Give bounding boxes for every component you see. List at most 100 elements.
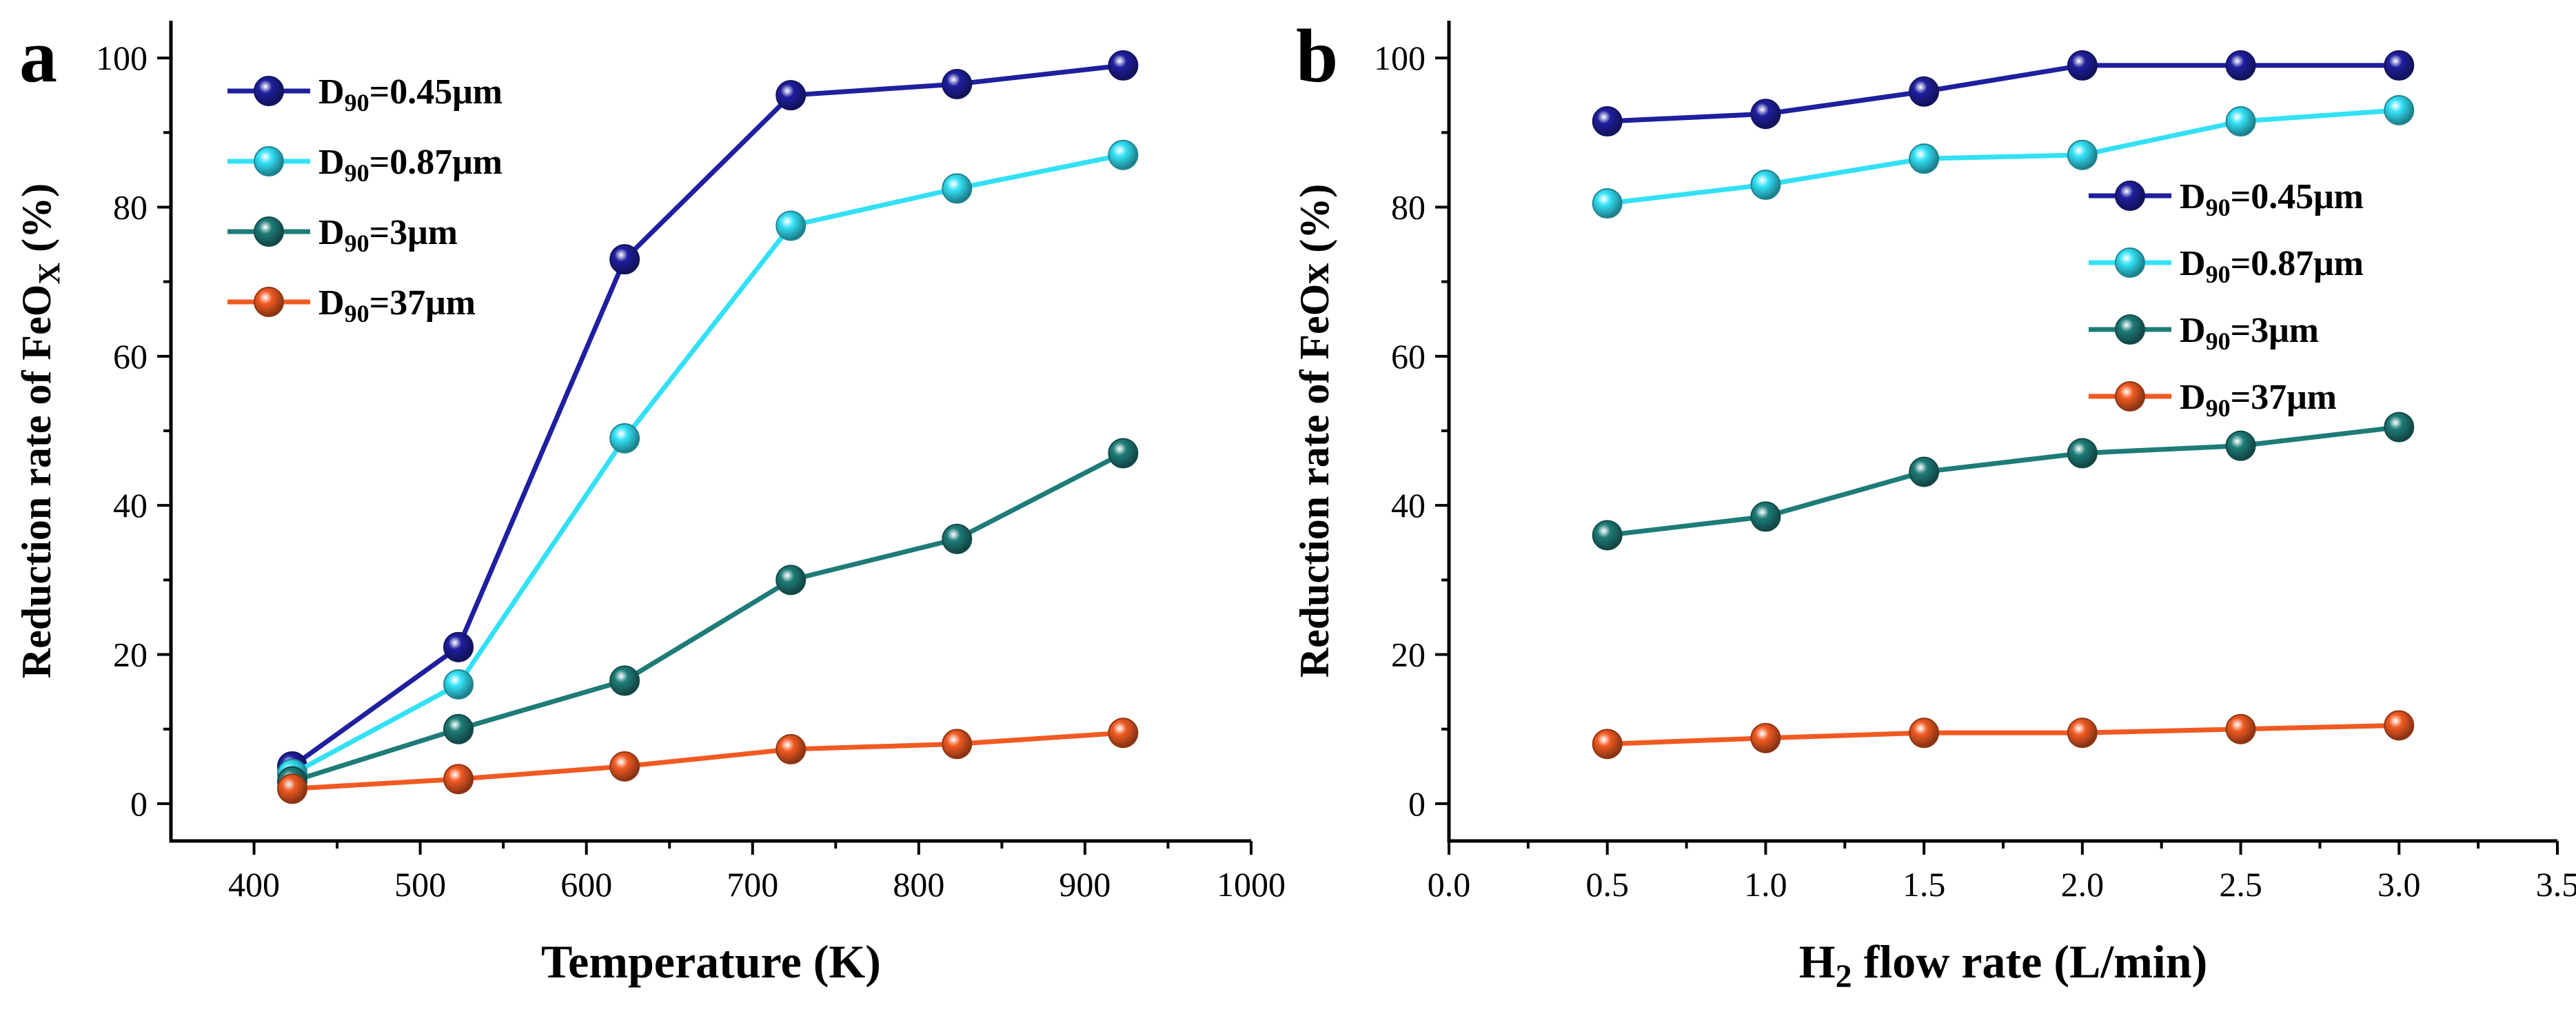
y-tick-label: 60 xyxy=(113,337,148,376)
series-2 xyxy=(1592,412,2415,551)
series-line xyxy=(1607,63,2400,124)
data-point xyxy=(1592,729,1623,760)
legend-marker xyxy=(2115,247,2145,278)
data-point xyxy=(1108,50,1139,81)
x-tick-label: 900 xyxy=(1059,865,1110,904)
legend-label: D90=3μm xyxy=(2180,311,2319,355)
legend: D90=0.45μm D90=0.87μm D90=3μm D90=37μm xyxy=(2089,177,2364,422)
series-1 xyxy=(1592,94,2415,219)
data-point xyxy=(1108,139,1139,170)
x-tick-label: 1.5 xyxy=(1903,865,1946,904)
series-line xyxy=(1607,108,2400,206)
data-point xyxy=(1108,718,1139,749)
data-point xyxy=(609,244,640,275)
y-tick-label: 0 xyxy=(130,784,148,823)
data-point xyxy=(2067,718,2098,749)
series-0 xyxy=(1592,50,2415,137)
data-point xyxy=(942,68,973,99)
legend-label: D90=0.45μm xyxy=(2180,177,2364,221)
axes xyxy=(169,21,1251,843)
data-point xyxy=(775,565,807,596)
data-point xyxy=(2225,713,2256,744)
y-tick-label: 100 xyxy=(96,39,148,77)
x-axis-title: H2 flow rate (L/min) xyxy=(1799,935,2207,995)
data-point xyxy=(775,733,807,764)
y-tick-label: 20 xyxy=(1391,636,1426,674)
x-tick-label: 700 xyxy=(727,865,778,904)
data-point xyxy=(1108,438,1139,469)
data-point xyxy=(1909,718,1940,749)
x-tick-label: 400 xyxy=(228,865,280,904)
data-point xyxy=(775,80,807,111)
data-point xyxy=(942,729,973,760)
legend-label: D90=0.87μm xyxy=(318,143,503,187)
data-point xyxy=(609,751,640,782)
data-point xyxy=(443,631,474,662)
y-tick-label: 80 xyxy=(113,187,148,226)
data-point xyxy=(1750,501,1781,532)
data-point xyxy=(942,173,973,204)
y-tick-label: 100 xyxy=(1374,39,1426,77)
y-tick-label: 0 xyxy=(1408,784,1426,823)
legend-marker xyxy=(254,216,284,247)
x-axis-title: Temperature (K) xyxy=(541,935,881,988)
y-axis-title: Reduction rate of FeOx (%) xyxy=(1292,184,1337,678)
data-point xyxy=(2067,50,2098,81)
x-tick-label: 0.0 xyxy=(1428,865,1471,904)
data-point xyxy=(2225,106,2256,137)
data-point xyxy=(1750,722,1781,753)
panel-a: a 400 500 600 700 800 900 1000 0 20 40 60 80 100 Tempe… xyxy=(14,14,1286,988)
y-tick-label: 20 xyxy=(113,636,148,674)
data-point xyxy=(276,773,307,804)
series-line xyxy=(292,730,1124,791)
data-point xyxy=(443,713,474,744)
data-point xyxy=(942,523,973,554)
data-point xyxy=(2225,50,2256,81)
data-point xyxy=(1592,106,1623,137)
x-tick-label: 2.0 xyxy=(2061,865,2105,904)
legend-marker xyxy=(2115,181,2145,211)
series-3 xyxy=(1592,710,2415,760)
legend-label: D90=37μm xyxy=(318,283,476,327)
data-point xyxy=(1909,456,1940,487)
data-point xyxy=(443,669,474,700)
x-tick-label: 2.5 xyxy=(2219,865,2262,904)
data-point xyxy=(2384,710,2415,741)
legend-label: D90=0.45μm xyxy=(318,72,503,116)
legend-label: D90=3μm xyxy=(318,213,458,257)
series-line xyxy=(1607,722,2400,747)
y-tick-label: 60 xyxy=(1391,337,1426,376)
data-point xyxy=(775,210,807,241)
x-tick-label: 800 xyxy=(893,865,944,904)
data-point xyxy=(1592,520,1623,551)
legend: D90=0.45μm D90=0.87μm D90=3μm D90=37μm xyxy=(227,72,503,327)
x-tick-label: 3.5 xyxy=(2536,865,2576,904)
series-1 xyxy=(276,139,1139,789)
x-tick-label: 3.0 xyxy=(2377,865,2421,904)
y-tick-label: 80 xyxy=(1391,187,1426,226)
panel-label: b xyxy=(1296,14,1338,98)
data-point xyxy=(2067,438,2098,469)
x-tick-label: 1.0 xyxy=(1744,865,1787,904)
legend-marker xyxy=(254,287,284,317)
y-tick-label: 40 xyxy=(113,486,148,525)
data-point xyxy=(1592,188,1623,219)
panel-label: a xyxy=(19,14,57,98)
x-tick-label: 500 xyxy=(394,865,446,904)
data-point xyxy=(1909,76,1940,107)
data-point xyxy=(2384,412,2415,443)
x-tick-label: 600 xyxy=(560,865,612,904)
series-line xyxy=(291,152,1124,776)
data-point xyxy=(1750,170,1781,200)
data-point xyxy=(2225,430,2256,461)
series-3 xyxy=(276,718,1139,804)
legend-marker xyxy=(254,146,284,176)
y-tick-label: 40 xyxy=(1391,486,1426,525)
legend-label: D90=37μm xyxy=(2180,378,2337,422)
x-tick-label: 0.5 xyxy=(1585,865,1629,904)
x-tick-label: 1000 xyxy=(1217,865,1286,904)
panel-b: b 0.0 0.5 1.0 1.5 2.0 2.5 3.0 3.5 0 20 40 60 80 100 H2 … xyxy=(1292,14,2576,995)
legend-marker xyxy=(2115,381,2145,412)
legend-marker xyxy=(2115,314,2145,345)
